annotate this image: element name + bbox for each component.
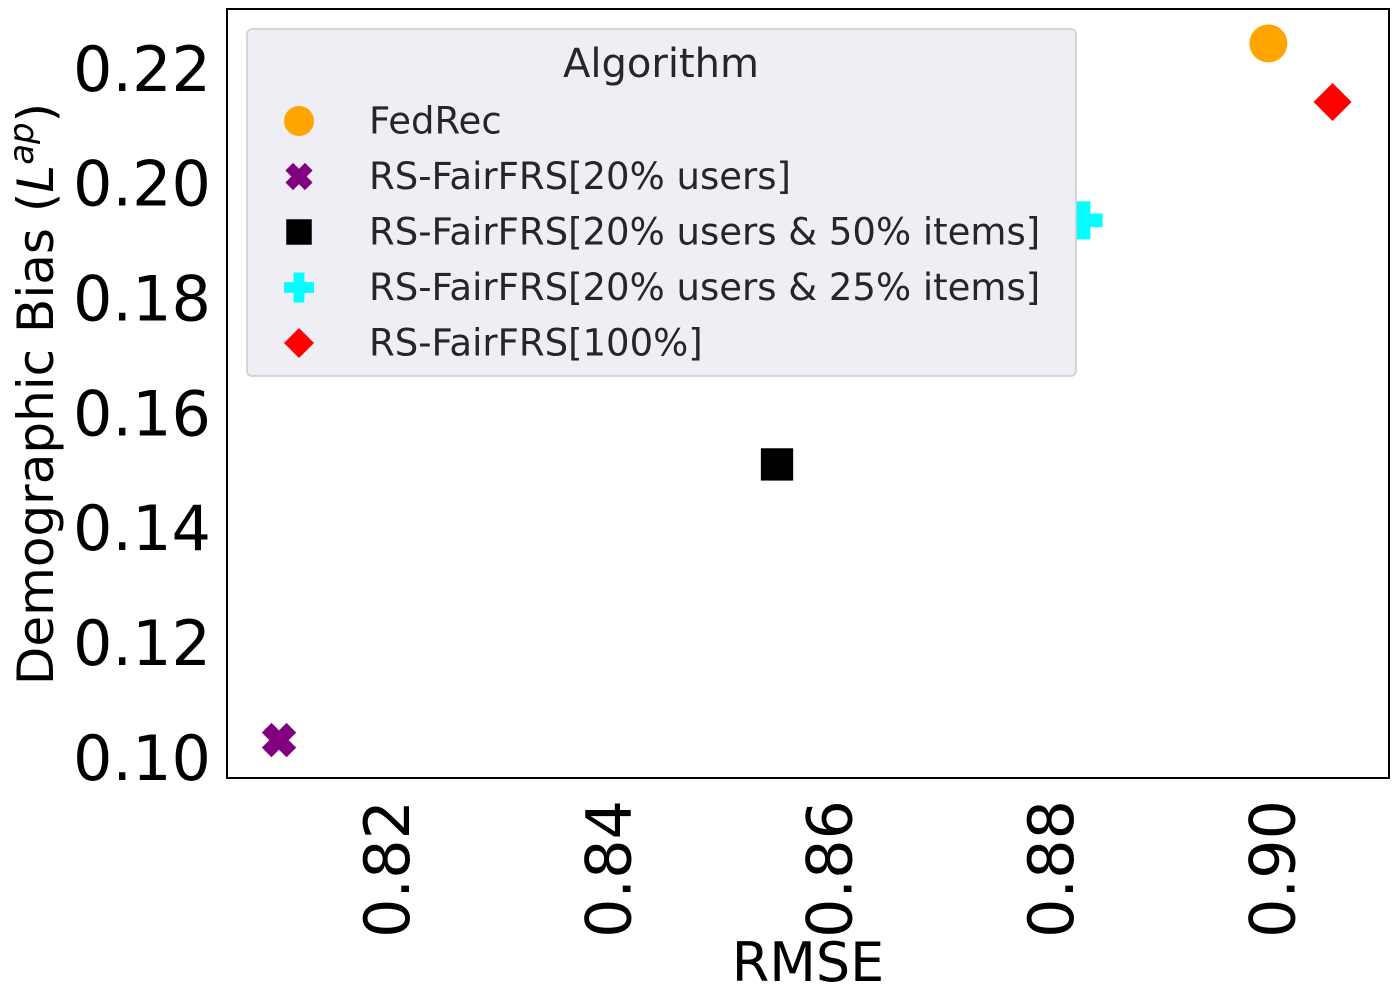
x-tick-label: 0.82: [351, 800, 424, 938]
data-point: [261, 722, 297, 758]
legend: Algorithm FedRec RS-FairFRS[20% users] RS-…: [246, 28, 1077, 377]
x-axis-title: RMSE: [732, 931, 885, 994]
data-point: [760, 448, 794, 481]
y-tick-label: 0.10: [73, 722, 211, 795]
data-point: [1313, 83, 1352, 122]
y-tick-label: 0.22: [73, 33, 211, 106]
y-tick-label: 0.12: [73, 607, 211, 680]
y-tick-label: 0.14: [73, 492, 211, 565]
y-tick-label: 0.16: [73, 377, 211, 450]
x-tick-label: 0.90: [1236, 800, 1309, 938]
legend-title: Algorithm: [563, 41, 759, 87]
x-tick-label: 0.84: [572, 800, 645, 938]
legend-items: FedRec RS-FairFRS[20% users] RS-FairFRS[20…: [284, 100, 1040, 365]
legend-label: FedRec: [369, 100, 502, 143]
legend-marker: [284, 106, 314, 136]
data-point: [1064, 201, 1103, 240]
legend-marker: [285, 162, 313, 191]
y-axis-title-close: ): [7, 103, 65, 123]
y-tick-label: 0.20: [73, 148, 211, 221]
legend-marker: [284, 272, 314, 303]
y-axis-title-math: L: [7, 165, 65, 193]
x-tick-label: 0.88: [1015, 800, 1088, 938]
data-point: [1249, 24, 1288, 63]
legend-label: RS-FairFRS[100%]: [369, 322, 703, 365]
legend-marker: [284, 328, 314, 358]
y-axis-title-text: Demographic Bias (: [7, 193, 65, 685]
x-tick-labels: 0.82 0.84 0.86 0.88 0.90: [351, 800, 1309, 938]
x-tick-label: 0.86: [794, 800, 867, 938]
legend-marker: [286, 219, 312, 245]
y-tick-label: 0.18: [73, 263, 211, 336]
data-points: [261, 24, 1352, 758]
y-tick-labels: 0.10 0.12 0.14 0.16 0.18 0.20 0.22: [73, 33, 211, 795]
legend-label: RS-FairFRS[20% users]: [369, 155, 791, 198]
legend-label: RS-FairFRS[20% users & 50% items]: [369, 211, 1040, 254]
y-axis-title: Demographic Bias (Lap): [2, 103, 65, 685]
legend-box: [246, 28, 1077, 377]
y-axis-title-superscript: ap: [2, 122, 42, 164]
legend-label: RS-FairFRS[20% users & 25% items]: [369, 266, 1040, 309]
